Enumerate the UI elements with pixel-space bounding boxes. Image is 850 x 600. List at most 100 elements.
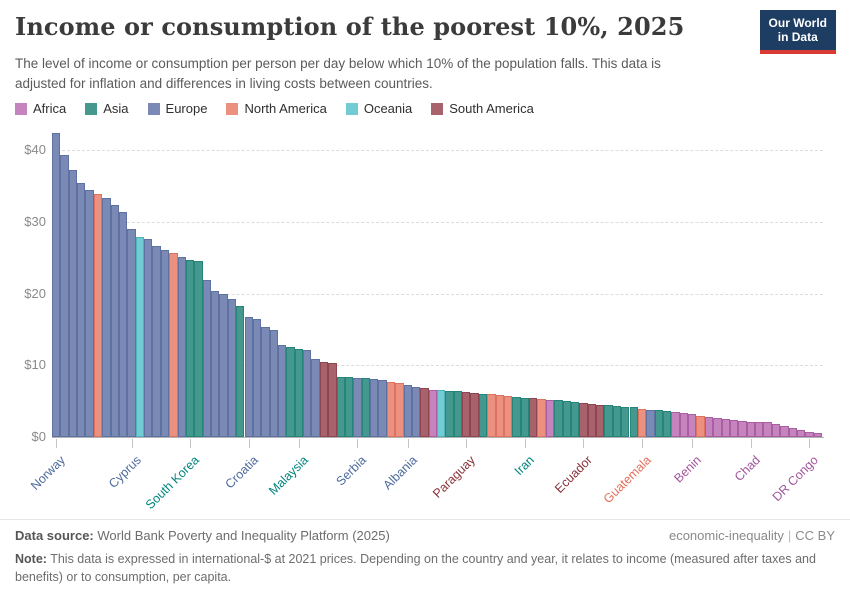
bar-rank-27[interactable] — [269, 330, 278, 437]
bar-rank-9[interactable] — [118, 211, 128, 437]
bar-rank-13[interactable] — [152, 246, 161, 437]
bar-rank-45[interactable] — [420, 388, 429, 437]
bar-rank-88[interactable] — [780, 426, 789, 437]
legend-item-europe[interactable]: Europe — [147, 101, 207, 116]
bar-rank-11[interactable] — [135, 236, 145, 437]
bar-rank-81[interactable] — [721, 419, 730, 437]
bar-rank-72[interactable] — [646, 409, 655, 437]
bar-rank-73[interactable] — [654, 410, 663, 437]
bar-rank-16[interactable] — [177, 257, 186, 437]
bar-rank-59[interactable] — [537, 398, 546, 437]
bar-rank-44[interactable] — [411, 386, 421, 437]
bar-rank-89[interactable] — [788, 428, 797, 437]
bar-rank-79[interactable] — [704, 416, 714, 437]
bar-rank-55[interactable] — [503, 395, 513, 437]
bar-rank-25[interactable] — [252, 319, 262, 437]
bar-rank-70[interactable] — [629, 407, 638, 437]
bar-rank-51[interactable] — [470, 392, 479, 437]
bar-rank-4[interactable] — [77, 183, 86, 437]
bar-rank-23[interactable] — [236, 305, 245, 437]
bar-rank-8[interactable] — [110, 205, 119, 437]
bar-rank-83[interactable] — [738, 420, 747, 437]
bar-rank-14[interactable] — [160, 249, 170, 437]
bar-iran[interactable] — [520, 397, 530, 437]
legend-item-africa[interactable]: Africa — [15, 101, 66, 116]
bar-rank-49[interactable] — [453, 391, 463, 437]
bar-rank-47[interactable] — [437, 390, 446, 437]
bar-rank-76[interactable] — [679, 413, 689, 437]
bar-rank-36[interactable] — [344, 377, 354, 437]
bar-rank-90[interactable] — [796, 430, 806, 437]
legend-item-oceania[interactable]: Oceania — [345, 101, 412, 116]
bar-rank-26[interactable] — [261, 327, 270, 437]
topic-link[interactable]: economic-inequality — [668, 528, 784, 543]
bar-croatia[interactable] — [244, 317, 253, 437]
bar-rank-75[interactable] — [671, 412, 680, 437]
bar-rank-34[interactable] — [328, 363, 337, 437]
bar-rank-54[interactable] — [495, 395, 504, 437]
bar-south-korea[interactable] — [185, 259, 195, 437]
bar-rank-48[interactable] — [445, 390, 454, 437]
bar-rank-39[interactable] — [370, 378, 379, 437]
bar-rank-42[interactable] — [395, 383, 404, 437]
bar-rank-53[interactable] — [487, 394, 496, 437]
bar-rank-58[interactable] — [529, 398, 538, 437]
bar-rank-67[interactable] — [604, 405, 613, 437]
bar-rank-28[interactable] — [277, 345, 287, 437]
bar-cyprus[interactable] — [127, 229, 136, 437]
bar-rank-52[interactable] — [478, 393, 488, 437]
legend-item-north-america[interactable]: North America — [226, 101, 327, 116]
bar-benin[interactable] — [688, 414, 697, 437]
bar-rank-46[interactable] — [428, 389, 437, 437]
bar-chad[interactable] — [746, 421, 756, 437]
bar-rank-78[interactable] — [696, 415, 705, 437]
bar-rank-60[interactable] — [545, 399, 555, 437]
bar-rank-3[interactable] — [68, 169, 78, 437]
bar-rank-87[interactable] — [771, 424, 781, 437]
bar-rank-29[interactable] — [286, 347, 295, 437]
bar-rank-69[interactable] — [621, 406, 630, 437]
bar-rank-68[interactable] — [612, 406, 622, 437]
bar-rank-61[interactable] — [554, 400, 563, 437]
bar-rank-20[interactable] — [211, 291, 220, 437]
bar-rank-63[interactable] — [570, 401, 580, 437]
legend-item-asia[interactable]: Asia — [85, 101, 129, 116]
bar-rank-31[interactable] — [303, 350, 312, 437]
bar-rank-22[interactable] — [227, 299, 237, 437]
bar-rank-40[interactable] — [378, 379, 387, 437]
bar-paraguay[interactable] — [462, 392, 471, 437]
bar-rank-74[interactable] — [662, 411, 672, 437]
bar-rank-65[interactable] — [587, 404, 596, 437]
bar-ecuador[interactable] — [579, 402, 588, 437]
cc-by-link[interactable]: CC BY — [795, 528, 835, 543]
bar-rank-82[interactable] — [729, 420, 739, 437]
bar-rank-85[interactable] — [755, 421, 764, 437]
bar-guatemala[interactable] — [637, 409, 647, 437]
bar-rank-7[interactable] — [102, 198, 111, 437]
bar-rank-12[interactable] — [144, 239, 153, 437]
bar-rank-5[interactable] — [85, 190, 94, 437]
bar-rank-18[interactable] — [194, 261, 203, 437]
bar-malaysia[interactable] — [294, 348, 304, 437]
bar-serbia[interactable] — [353, 377, 362, 437]
bar-rank-21[interactable] — [219, 294, 228, 437]
bar-rank-92[interactable] — [813, 433, 822, 437]
bar-rank-66[interactable] — [596, 404, 605, 437]
bar-albania[interactable] — [403, 385, 412, 437]
bar-rank-62[interactable] — [562, 401, 571, 437]
bar-rank-56[interactable] — [512, 396, 521, 437]
bar-rank-32[interactable] — [311, 358, 320, 437]
bar-rank-6[interactable] — [93, 193, 103, 437]
bar-rank-15[interactable] — [169, 253, 178, 437]
bar-rank-35[interactable] — [336, 376, 345, 437]
bar-norway[interactable] — [52, 132, 61, 437]
bar-rank-86[interactable] — [763, 422, 772, 437]
bar-rank-33[interactable] — [319, 361, 329, 437]
bar-rank-19[interactable] — [202, 279, 211, 437]
bar-rank-80[interactable] — [713, 418, 722, 437]
legend-item-south-america[interactable]: South America — [431, 101, 534, 116]
owid-logo[interactable]: Our World in Data — [759, 10, 836, 54]
bar-dr-congo[interactable] — [805, 431, 814, 437]
bar-rank-41[interactable] — [386, 381, 396, 437]
bar-rank-2[interactable] — [60, 155, 69, 437]
